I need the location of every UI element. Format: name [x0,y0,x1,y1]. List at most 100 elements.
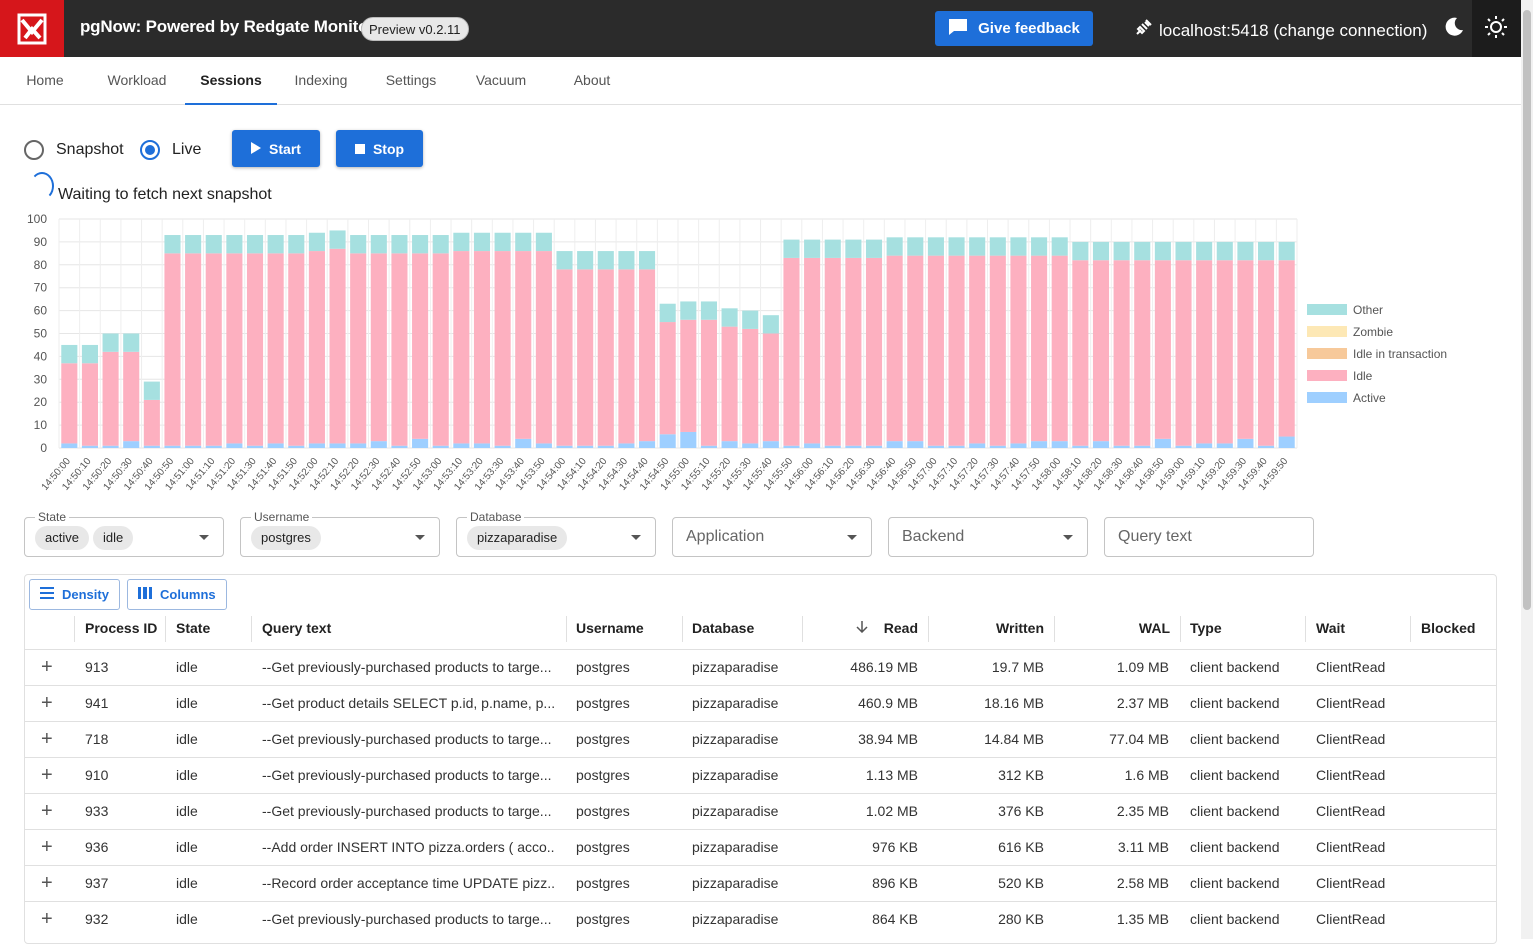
column-header-username[interactable]: Username [576,620,644,636]
column-header-database[interactable]: Database [692,620,755,636]
expand-row-icon[interactable]: + [41,908,53,930]
app-title: pgNow: Powered by Redgate Monitor [80,17,375,36]
column-separator[interactable] [566,616,567,642]
table-row[interactable]: +932 idle --Get previously-purchased produ… [25,901,1496,937]
start-button[interactable]: Start [232,130,320,167]
username-filter[interactable]: Username postgres [240,510,440,557]
chevron-down-icon[interactable] [199,535,209,540]
table-row[interactable]: +941 idle --Get product details SELECT p.i… [25,685,1496,721]
column-separator[interactable] [1305,616,1306,642]
density-button[interactable]: Density [29,579,120,610]
column-header-wal[interactable]: WAL [1138,620,1170,636]
columns-button[interactable]: Columns [127,579,227,610]
database-filter[interactable]: Database pizzaparadise [456,510,656,557]
column-header-blocked[interactable]: Blocked [1421,620,1476,636]
tab-workload[interactable]: Workload [107,72,167,88]
expand-row-icon[interactable]: + [41,836,53,858]
snapshot-radio-circle[interactable] [24,140,44,160]
bar-segment-idle [350,253,367,444]
query-text-input[interactable]: Query text [1104,517,1314,557]
column-header-written[interactable]: Written [996,620,1044,636]
chip-postgres[interactable]: postgres [251,526,321,550]
sort-descending-icon[interactable] [856,620,872,636]
chip-active[interactable]: active [35,526,89,550]
expand-row-icon[interactable]: + [41,872,53,894]
light-mode-button[interactable] [1478,11,1514,47]
column-separator[interactable] [1054,616,1055,642]
cell-read: 1.13 MB [865,767,918,783]
scrollbar-thumb[interactable] [1523,10,1531,610]
column-header-wait[interactable]: Wait [1316,620,1346,636]
cell-wal: 3.11 MB [1117,839,1169,855]
bar-segment-idle [1237,260,1254,439]
bar-segment-idle [618,269,635,444]
tab-home[interactable]: Home [26,72,64,88]
chip-idle[interactable]: idle [92,526,134,550]
expand-row-icon[interactable]: + [41,764,53,786]
cell-query-text: --Get previously-purchased products to t… [262,911,552,927]
bar-segment-active [1010,443,1027,448]
bar-segment-active [989,445,1006,448]
chip-pizzaparadise[interactable]: pizzaparadise [467,526,568,550]
top-bar [0,0,1521,57]
bar-segment-other [61,344,78,364]
bar-segment-other [1175,241,1192,261]
tab-vacuum[interactable]: Vacuum [475,72,527,88]
cell-written: 18.16 MB [984,695,1044,711]
connection-link[interactable]: localhost:5418 (change connection) [1133,18,1427,43]
stop-button[interactable]: Stop [336,130,423,167]
chevron-down-icon[interactable] [631,535,641,540]
table-row[interactable]: +933 idle --Get previously-purchased produ… [25,793,1496,829]
column-separator[interactable] [165,616,166,642]
y-tick-label: 30 [34,372,48,386]
snapshot-radio[interactable]: Snapshot [24,140,124,160]
column-separator[interactable] [1410,616,1411,642]
expand-row-icon[interactable]: + [41,656,53,678]
bar-segment-other [597,251,614,270]
column-separator[interactable] [682,616,683,642]
bar-segment-idle [762,333,779,442]
bar-segment-active [432,445,449,448]
column-header-state[interactable]: State [176,620,211,636]
expand-row-icon[interactable]: + [41,728,53,750]
tab-settings[interactable]: Settings [385,72,437,88]
expand-row-icon[interactable]: + [41,692,53,714]
table-row[interactable]: +910 idle --Get previously-purchased produ… [25,757,1496,793]
table-row[interactable]: +936 idle --Add order INSERT INTO pizza.or… [25,829,1496,865]
give-feedback-button[interactable]: Give feedback [935,11,1093,46]
column-separator[interactable] [1180,616,1181,642]
table-row[interactable]: +718 idle --Get previously-purchased produ… [25,721,1496,757]
column-header-process-id[interactable]: Process ID [85,620,158,636]
chevron-down-icon[interactable] [847,535,857,540]
backend-filter[interactable]: Backend [888,517,1088,557]
bar-segment-other [989,237,1006,256]
column-header-type[interactable]: Type [1190,620,1222,636]
bar-segment-other [81,344,98,364]
column-separator[interactable] [74,616,75,642]
state-filter[interactable]: State active idle [24,510,224,557]
table-row[interactable]: +937 idle --Record order acceptance time U… [25,865,1496,901]
bar-segment-other [680,301,697,320]
chevron-down-icon[interactable] [1063,535,1073,540]
table-row[interactable]: +913 idle --Get previously-purchased produ… [25,649,1496,685]
live-radio-circle[interactable] [140,140,160,160]
bar-segment-other [1134,241,1151,261]
column-separator[interactable] [928,616,929,642]
cell-wal: 1.09 MB [1116,659,1169,675]
dark-mode-button[interactable] [1436,11,1472,47]
y-tick-label: 80 [34,258,48,272]
column-separator[interactable] [802,616,803,642]
tab-indexing[interactable]: Indexing [294,72,348,88]
application-filter[interactable]: Application [672,517,872,557]
column-separator[interactable] [251,616,252,642]
bar-segment-idle [308,251,325,444]
tab-about[interactable]: About [573,72,611,88]
bar-segment-other [143,381,160,400]
column-header-query-text[interactable]: Query text [262,620,332,636]
tab-sessions[interactable]: Sessions [185,57,277,105]
live-radio[interactable]: Live [140,140,201,160]
chevron-down-icon[interactable] [415,535,425,540]
column-header-read[interactable]: Read [820,620,918,638]
cell-database: pizzaparadise [692,875,779,891]
expand-row-icon[interactable]: + [41,800,53,822]
